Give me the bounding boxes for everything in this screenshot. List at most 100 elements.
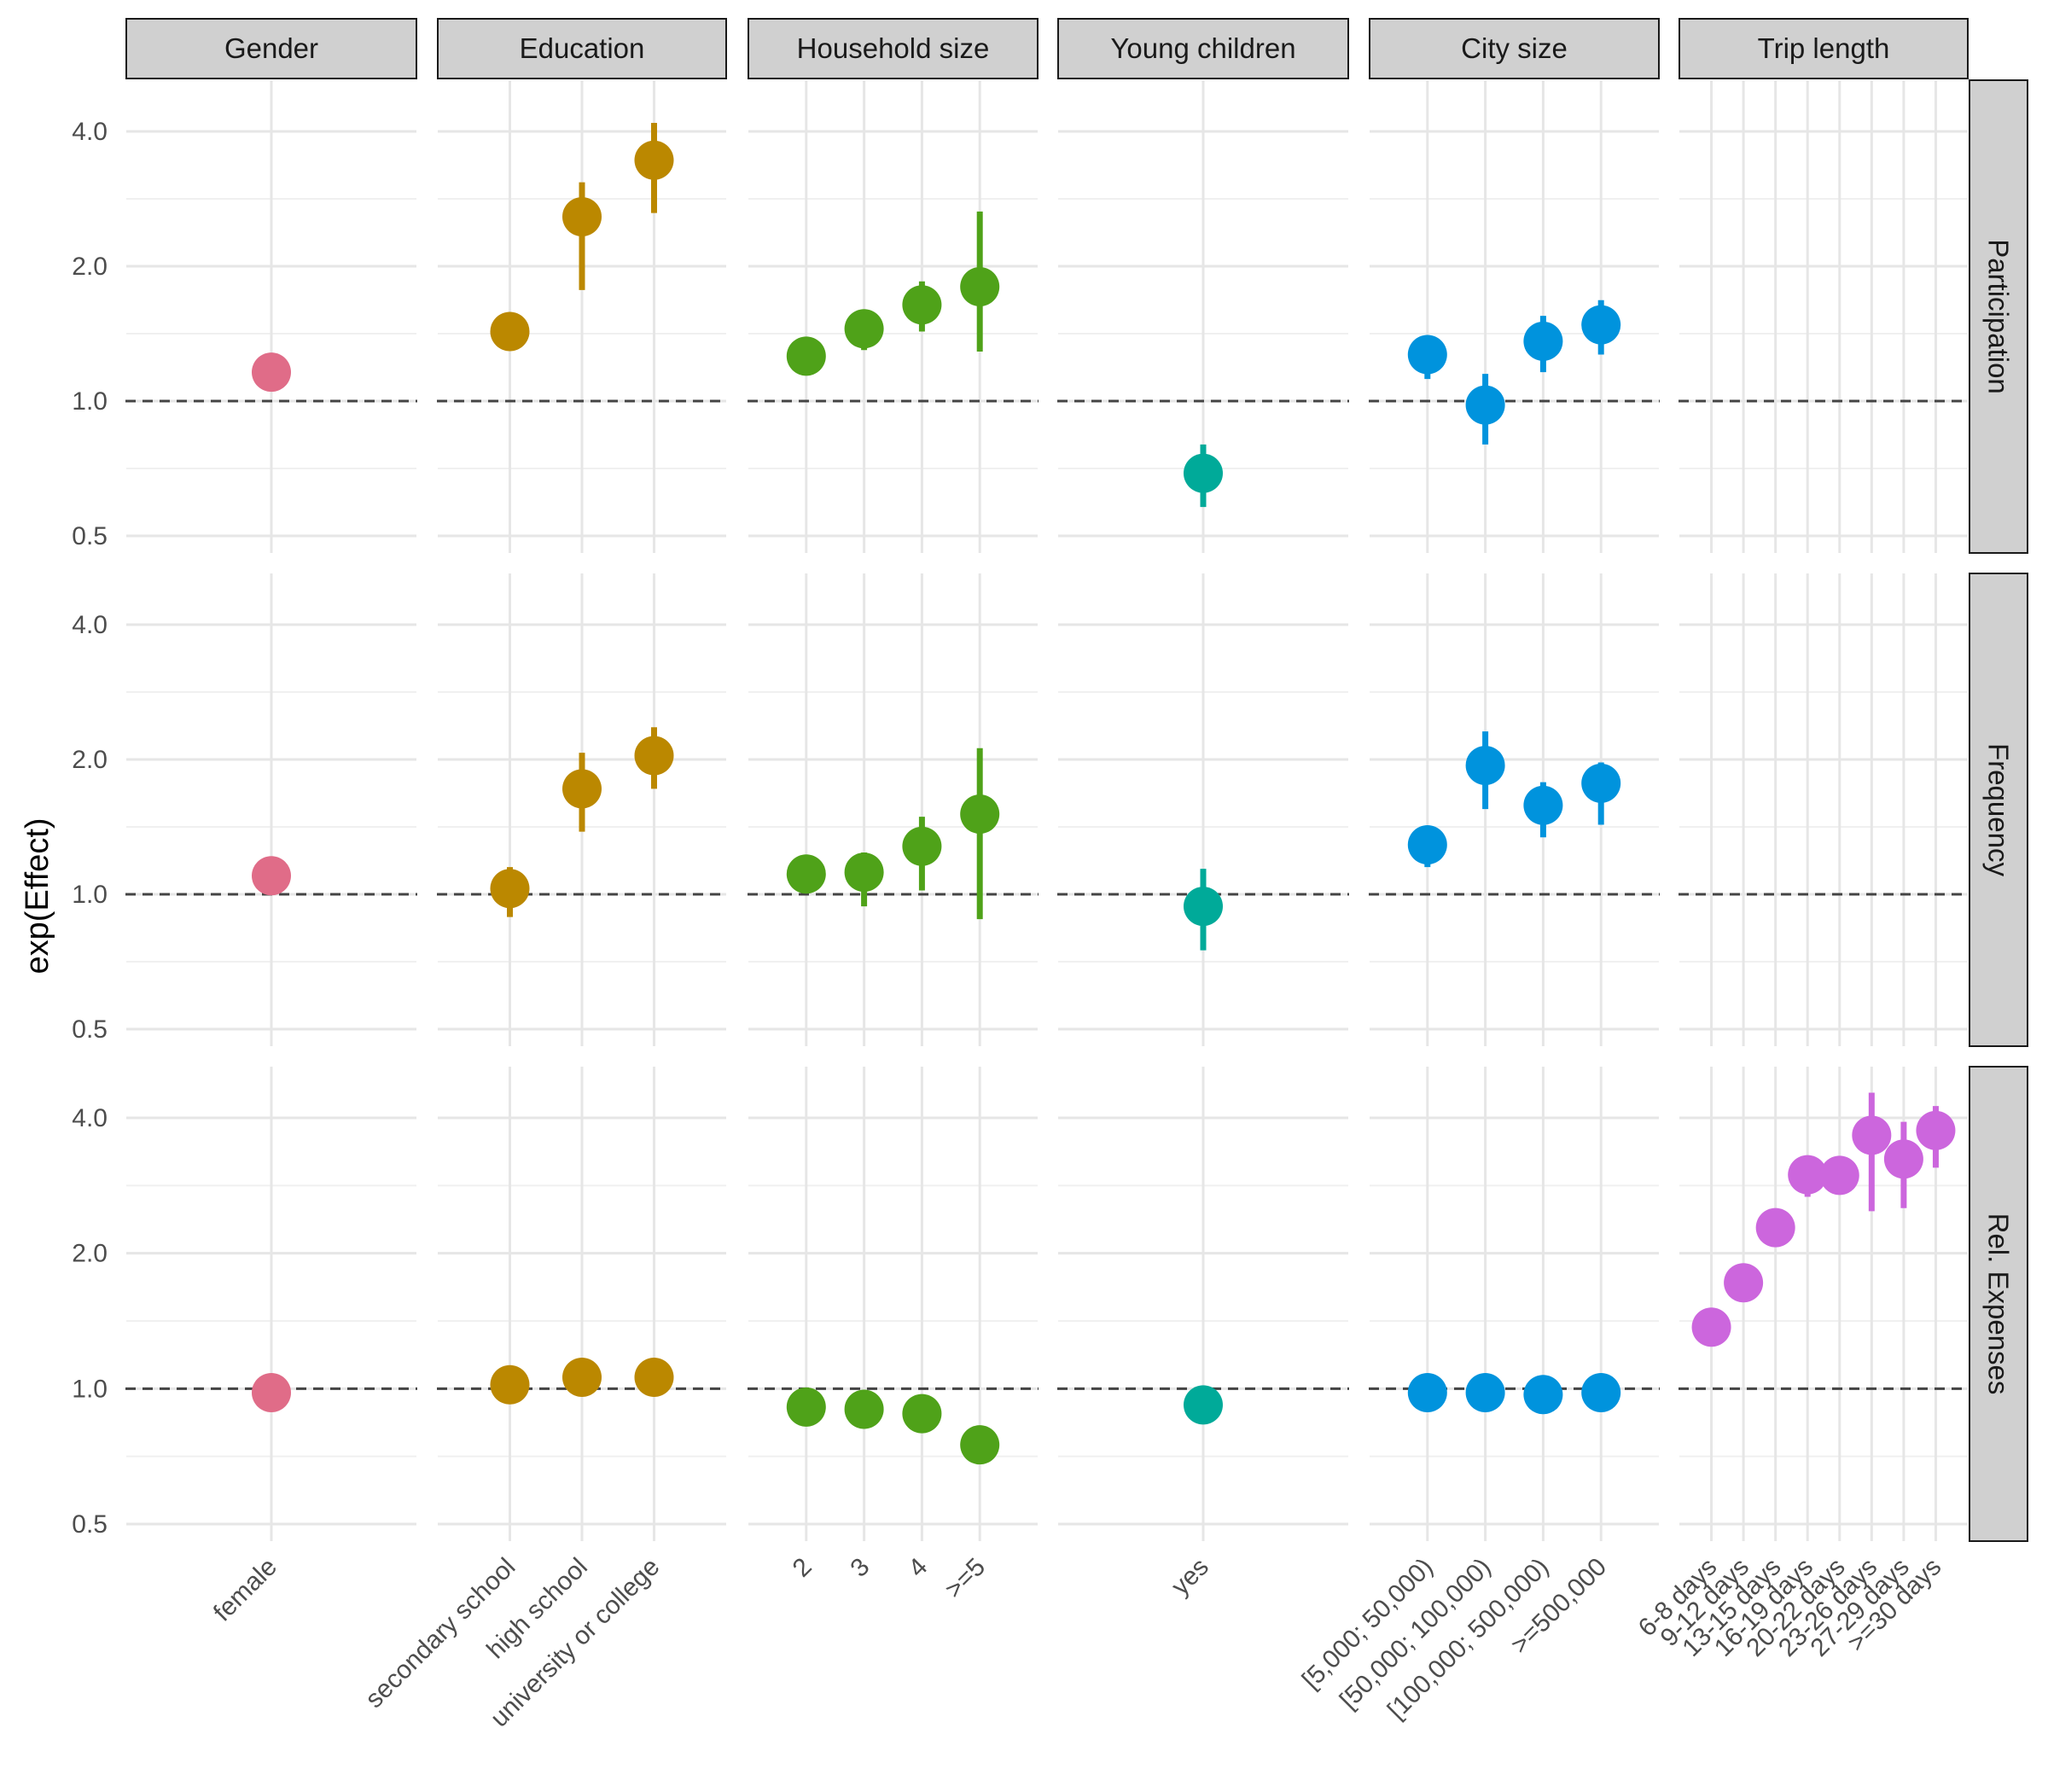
point-rel-expenses-50-000-100-000 bbox=[1465, 1372, 1505, 1412]
strip-household-size bbox=[748, 18, 1039, 79]
y-tick-label: 0.5 bbox=[72, 1510, 108, 1539]
estimate-dot bbox=[1581, 1372, 1621, 1412]
panel-frequency-household-size bbox=[748, 573, 1039, 1046]
estimate-dot bbox=[960, 267, 1000, 307]
panel-frequency-young-children bbox=[1057, 573, 1349, 1046]
point-rel-expenses-6-8-days bbox=[1691, 1307, 1731, 1347]
point-rel-expenses-30-days bbox=[1916, 1106, 1956, 1168]
strip-label-education: Education bbox=[520, 32, 645, 64]
y-tick-label: 0.5 bbox=[72, 1015, 108, 1044]
estimate-dot bbox=[634, 140, 674, 180]
estimate-dot bbox=[786, 1387, 826, 1427]
strip-label-young-children: Young children bbox=[1110, 32, 1295, 64]
panel-rel-expenses-young-children bbox=[1057, 1067, 1349, 1541]
estimate-dot bbox=[960, 794, 1000, 835]
strip-label-participation: Participation bbox=[1983, 239, 2015, 394]
estimate-dot bbox=[252, 856, 291, 896]
x-tick-label-5: >=5 bbox=[940, 1553, 991, 1604]
estimate-dot bbox=[844, 852, 884, 893]
estimate-dot bbox=[1581, 763, 1621, 803]
point-frequency-secondary-school bbox=[490, 867, 530, 917]
point-participation-3 bbox=[844, 309, 884, 351]
estimate-dot bbox=[1465, 745, 1505, 785]
estimate-dot bbox=[844, 1389, 884, 1429]
estimate-dot bbox=[490, 311, 530, 352]
point-frequency-yes bbox=[1184, 869, 1223, 951]
estimate-dot bbox=[786, 854, 826, 894]
strip-frequency bbox=[1969, 573, 2028, 1047]
estimate-dot bbox=[844, 309, 884, 349]
estimate-dot bbox=[1184, 887, 1223, 927]
panel-frequency-gender bbox=[125, 573, 417, 1046]
y-tick-label: 0.5 bbox=[72, 522, 108, 550]
point-participation-secondary-school bbox=[490, 311, 530, 352]
point-rel-expenses-20-22-days bbox=[1819, 1155, 1859, 1196]
estimate-dot bbox=[562, 196, 602, 236]
estimate-dot bbox=[1916, 1110, 1956, 1150]
estimate-dot bbox=[1581, 305, 1621, 345]
point-participation-100-000-500-000 bbox=[1523, 316, 1563, 373]
strip-label-trip-length: Trip length bbox=[1758, 32, 1890, 64]
estimate-dot bbox=[562, 769, 602, 809]
point-frequency-female bbox=[252, 856, 291, 896]
estimate-dot bbox=[902, 1393, 942, 1434]
point-rel-expenses-secondary-school bbox=[490, 1364, 530, 1405]
point-frequency-5 bbox=[960, 748, 1000, 920]
x-tick-label-2: 2 bbox=[788, 1553, 817, 1583]
y-tick-label: 4.0 bbox=[72, 118, 108, 146]
point-rel-expenses-5 bbox=[960, 1425, 1000, 1465]
point-rel-expenses-9-12-days bbox=[1724, 1263, 1764, 1303]
strip-label-frequency: Frequency bbox=[1983, 743, 2015, 876]
estimate-dot bbox=[1407, 335, 1447, 375]
point-participation-2 bbox=[786, 336, 826, 376]
point-frequency-100-000-500-000 bbox=[1523, 782, 1563, 838]
strip-label-household-size: Household size bbox=[797, 32, 990, 64]
estimate-dot bbox=[1407, 824, 1447, 864]
panel-rel-expenses-education bbox=[437, 1067, 727, 1541]
point-frequency-500-000 bbox=[1581, 762, 1621, 825]
strip-participation bbox=[1969, 79, 2028, 554]
estimate-dot bbox=[786, 336, 826, 376]
panel-frequency-trip-length bbox=[1679, 573, 1969, 1046]
estimate-dot bbox=[252, 1372, 291, 1412]
estimate-dot bbox=[1691, 1307, 1731, 1347]
point-participation-yes bbox=[1184, 444, 1223, 508]
point-rel-expenses-yes bbox=[1184, 1385, 1223, 1425]
point-participation-high-school bbox=[562, 182, 602, 290]
point-frequency-5-000-50-000 bbox=[1407, 824, 1447, 868]
estimate-dot bbox=[902, 826, 942, 866]
x-tick-label-3: 3 bbox=[845, 1553, 875, 1583]
x-tick-label-yes: yes bbox=[1167, 1553, 1214, 1601]
point-participation-5-000-50-000 bbox=[1407, 335, 1447, 380]
y-tick-label: 1.0 bbox=[72, 881, 108, 909]
x-tick-label-female: female bbox=[208, 1553, 282, 1627]
panel-rel-expenses-gender bbox=[125, 1067, 417, 1541]
estimate-dot bbox=[960, 1425, 1000, 1465]
y-tick-label: 4.0 bbox=[72, 611, 108, 639]
estimate-dot bbox=[490, 869, 530, 909]
point-participation-university-or-college bbox=[634, 122, 674, 213]
point-frequency-4 bbox=[902, 817, 942, 891]
strip-gender bbox=[125, 18, 417, 79]
point-participation-4 bbox=[902, 281, 942, 332]
panel-rel-expenses-household-size bbox=[748, 1067, 1039, 1541]
x-tick-label-4: 4 bbox=[903, 1553, 933, 1583]
y-tick-label: 4.0 bbox=[72, 1104, 108, 1132]
y-tick-label: 2.0 bbox=[72, 253, 108, 281]
strip-trip-length bbox=[1679, 18, 1969, 79]
panel-participation-city-size bbox=[1369, 80, 1660, 553]
estimate-dot bbox=[634, 736, 674, 776]
estimate-dot bbox=[902, 285, 942, 325]
estimate-dot bbox=[490, 1364, 530, 1405]
point-frequency-2 bbox=[786, 854, 826, 894]
estimate-dot bbox=[1184, 453, 1223, 493]
estimate-dot bbox=[1523, 785, 1563, 825]
estimate-dot bbox=[1465, 1372, 1505, 1412]
estimate-dot bbox=[1465, 385, 1505, 425]
y-tick-label: 2.0 bbox=[72, 746, 108, 774]
y-tick-label: 1.0 bbox=[72, 387, 108, 416]
point-participation-female bbox=[252, 352, 291, 393]
point-rel-expenses-3 bbox=[844, 1389, 884, 1429]
point-rel-expenses-4 bbox=[902, 1393, 942, 1434]
